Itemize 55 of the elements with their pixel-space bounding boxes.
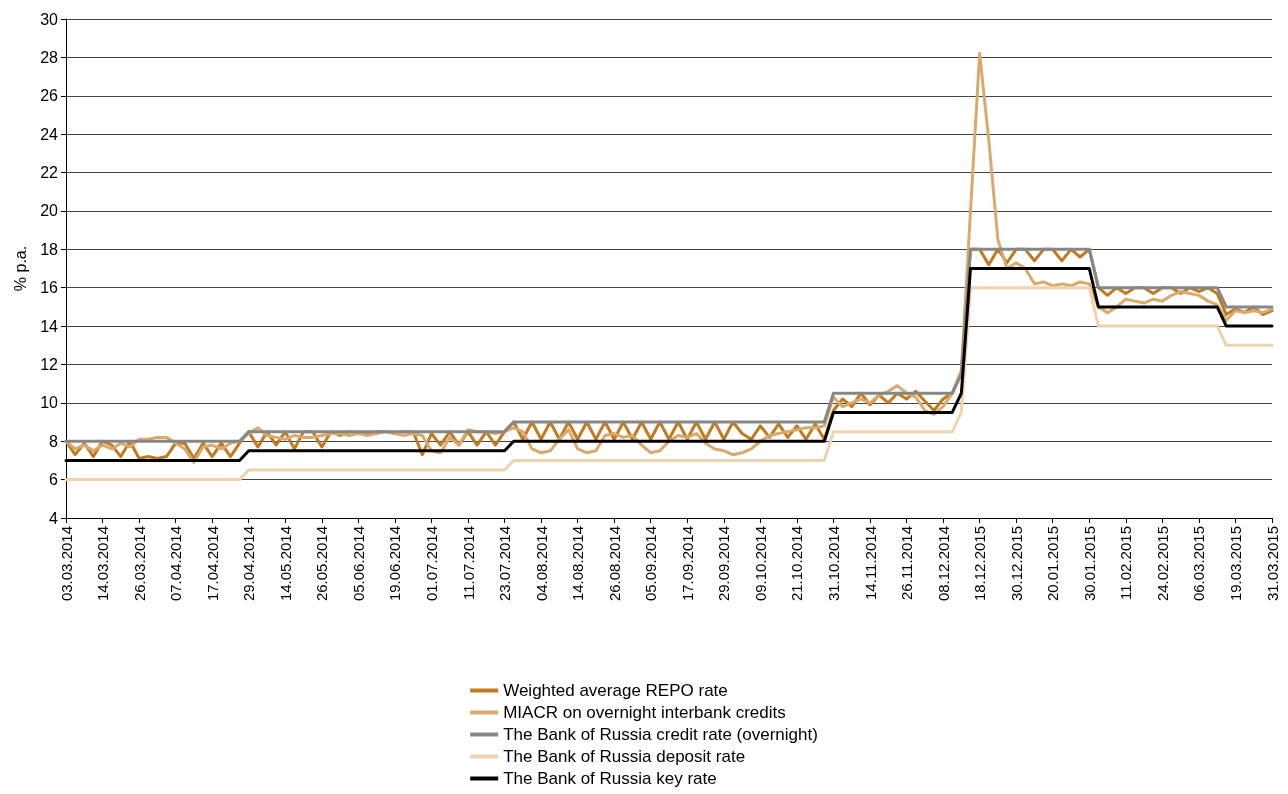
x-tick-label: 07.04.2014 (167, 526, 185, 602)
x-tick-label: 14.05.2014 (276, 526, 294, 602)
x-tick-label: 14.08.2014 (569, 526, 587, 602)
legend-label: The Bank of Russia credit rate (overnight) (503, 725, 818, 744)
y-tick-label: 16 (40, 279, 59, 297)
y-tick-label: 30 (40, 10, 59, 28)
legend-label: The Bank of Russia deposit rate (503, 747, 746, 766)
x-tick-label: 30.12.2015 (1007, 526, 1025, 602)
x-tick-label: 26.08.2014 (605, 526, 623, 602)
y-tick-label: 6 (49, 471, 59, 489)
y-tick-label: 24 (40, 125, 59, 143)
y-tick-label: 20 (40, 202, 59, 220)
line-series (64, 286, 1274, 482)
y-tick-label: 8 (49, 432, 59, 450)
x-tick-label: 26.03.2014 (130, 526, 148, 602)
x-tick-label: 20.01.2015 (1044, 526, 1062, 602)
y-tick-label: 12 (40, 355, 59, 373)
x-tick-label: 19.06.2014 (386, 526, 404, 602)
y-tick-label: 22 (40, 164, 59, 182)
legend-label: The Bank of Russia key rate (503, 769, 717, 788)
legend-label: Weighted average REPO rate (503, 681, 728, 700)
y-tick-label: 18 (40, 240, 59, 258)
x-tick-label: 17.04.2014 (203, 526, 221, 602)
x-tick-label: 05.09.2014 (642, 526, 660, 602)
x-tick-label: 03.03.2014 (57, 526, 75, 602)
x-tick-label: 14.03.2014 (94, 526, 112, 602)
y-axis-title: % p.a. (11, 245, 29, 292)
x-tick-label: 31.10.2014 (824, 526, 842, 602)
y-tick-label: 14 (40, 317, 59, 335)
x-tick-label: 14.11.2014 (861, 526, 879, 600)
x-tick-label: 06.03.2015 (1190, 526, 1208, 602)
x-tick-label: 31.03.2015 (1263, 526, 1281, 602)
x-tick-label: 23.07.2014 (496, 526, 514, 602)
x-tick-label: 18.12.2015 (971, 526, 989, 602)
x-tick-label: 11.02.2015 (1117, 526, 1135, 600)
x-tick-label: 30.01.2015 (1080, 526, 1098, 602)
y-tick-label: 28 (40, 48, 59, 66)
x-tick-label: 29.04.2014 (240, 526, 258, 602)
y-tick-label: 4 (49, 509, 59, 527)
y-tick-label: 10 (40, 394, 59, 412)
x-tick-label: 11.07.2014 (459, 526, 477, 600)
x-tick-label: 05.06.2014 (349, 526, 367, 602)
x-tick-label: 17.09.2014 (678, 526, 696, 602)
x-tick-label: 24.02.2015 (1153, 526, 1171, 602)
y-tick-label: 26 (40, 87, 59, 105)
x-tick-label: 19.03.2015 (1226, 526, 1244, 602)
x-tick-label: 09.10.2014 (751, 526, 769, 602)
x-tick-label: 01.07.2014 (422, 526, 440, 602)
x-tick-label: 08.12.2014 (934, 526, 952, 602)
x-tick-label: 26.05.2014 (313, 526, 331, 602)
x-tick-label: 21.10.2014 (788, 526, 806, 602)
x-tick-label: 29.09.2014 (715, 526, 733, 602)
x-tick-label: 26.11.2014 (898, 526, 916, 600)
legend-label: MIACR on overnight interbank credits (503, 703, 786, 722)
x-tick-label: 04.08.2014 (532, 526, 550, 602)
